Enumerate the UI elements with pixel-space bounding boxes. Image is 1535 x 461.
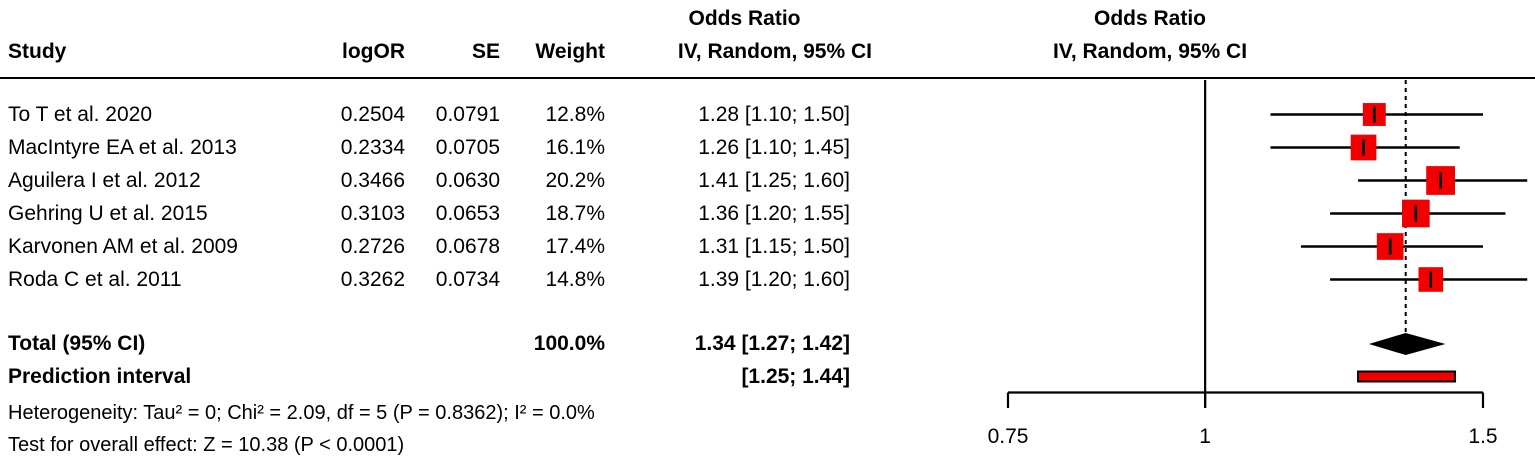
prediction-ci: [1.25; 1.44] xyxy=(741,365,850,388)
logor-value: 0.3103 xyxy=(340,202,405,225)
weight-value: 20.2% xyxy=(545,169,605,192)
prediction-label: Prediction interval xyxy=(8,365,192,388)
weight-value: 12.8% xyxy=(545,103,605,126)
logor-value: 0.2726 xyxy=(340,235,405,258)
weight-value: 17.4% xyxy=(545,235,605,258)
table-row: MacIntyre EA et al. 2013 0.2334 0.0705 1… xyxy=(0,131,900,164)
study-name: Karvonen AM et al. 2009 xyxy=(8,235,238,258)
x-axis-tick-label: 1.5 xyxy=(1468,425,1497,448)
study-name: Gehring U et al. 2015 xyxy=(8,202,208,225)
ci-value: 1.36 [1.20; 1.55] xyxy=(698,202,850,225)
table-row: Karvonen AM et al. 2009 0.2726 0.0678 17… xyxy=(0,230,900,263)
ci-value: 1.28 [1.10; 1.50] xyxy=(698,103,850,126)
weight-value: 14.8% xyxy=(545,268,605,291)
plot-odds-ratio-header: Odds Ratio xyxy=(1093,7,1206,30)
study-name: Roda C et al. 2011 xyxy=(8,268,182,291)
se-value: 0.0791 xyxy=(435,103,500,126)
ci-value: 1.39 [1.20; 1.60] xyxy=(698,268,850,291)
se-column-header: SE xyxy=(471,40,500,63)
table-row: Aguilera I et al. 2012 0.3466 0.0630 20.… xyxy=(0,164,900,197)
study-name: To T et al. 2020 xyxy=(8,103,152,126)
header-rule xyxy=(0,77,1535,79)
weight-value: 18.7% xyxy=(545,202,605,225)
x-axis-tick-label: 0.75 xyxy=(988,425,1029,448)
ci-value: 1.41 [1.25; 1.60] xyxy=(698,169,850,192)
heterogeneity-text: Heterogeneity: Tau² = 0; Chi² = 2.09, df… xyxy=(8,402,595,424)
logor-value: 0.2334 xyxy=(340,136,405,159)
table-row: To T et al. 2020 0.2504 0.0791 12.8% 1.2… xyxy=(0,98,900,131)
left-odds-ratio-header: Odds Ratio xyxy=(688,7,801,30)
study-name: MacIntyre EA et al. 2013 xyxy=(8,136,237,159)
se-value: 0.0734 xyxy=(435,268,500,291)
table-row: Roda C et al. 2011 0.3262 0.0734 14.8% 1… xyxy=(0,263,900,296)
total-weight: 100.0% xyxy=(533,332,605,355)
total-row: Total (95% CI) 100.0% 1.34 [1.27; 1.42] xyxy=(0,327,900,360)
total-label: Total (95% CI) xyxy=(8,332,146,355)
weight-value: 16.1% xyxy=(545,136,605,159)
table-row: Gehring U et al. 2015 0.3103 0.0653 18.7… xyxy=(0,197,900,230)
logor-value: 0.3262 xyxy=(340,268,405,291)
ci-column-header: IV, Random, 95% CI xyxy=(677,40,872,63)
prediction-interval-bar xyxy=(1357,370,1457,383)
se-value: 0.0653 xyxy=(435,202,500,225)
logor-value: 0.2504 xyxy=(340,103,405,126)
logor-value: 0.3466 xyxy=(340,169,405,192)
weight-column-header: Weight xyxy=(535,40,605,63)
total-diamond xyxy=(1368,333,1446,355)
ci-value: 1.31 [1.15; 1.50] xyxy=(698,235,850,258)
prediction-row: Prediction interval [1.25; 1.44] xyxy=(0,360,900,393)
se-value: 0.0678 xyxy=(435,235,500,258)
study-name: Aguilera I et al. 2012 xyxy=(8,169,201,192)
x-axis-tick-label: 1 xyxy=(1199,425,1211,448)
logor-column-header: logOR xyxy=(342,40,405,63)
plot-ci-header: IV, Random, 95% CI xyxy=(1052,40,1248,63)
se-value: 0.0705 xyxy=(435,136,500,159)
ci-value: 1.26 [1.10; 1.45] xyxy=(698,136,850,159)
overall-effect-text: Test for overall effect: Z = 10.38 (P < … xyxy=(8,434,405,456)
study-column-header: Study xyxy=(8,40,67,63)
se-value: 0.0630 xyxy=(435,169,500,192)
total-ci: 1.34 [1.27; 1.42] xyxy=(694,332,850,355)
